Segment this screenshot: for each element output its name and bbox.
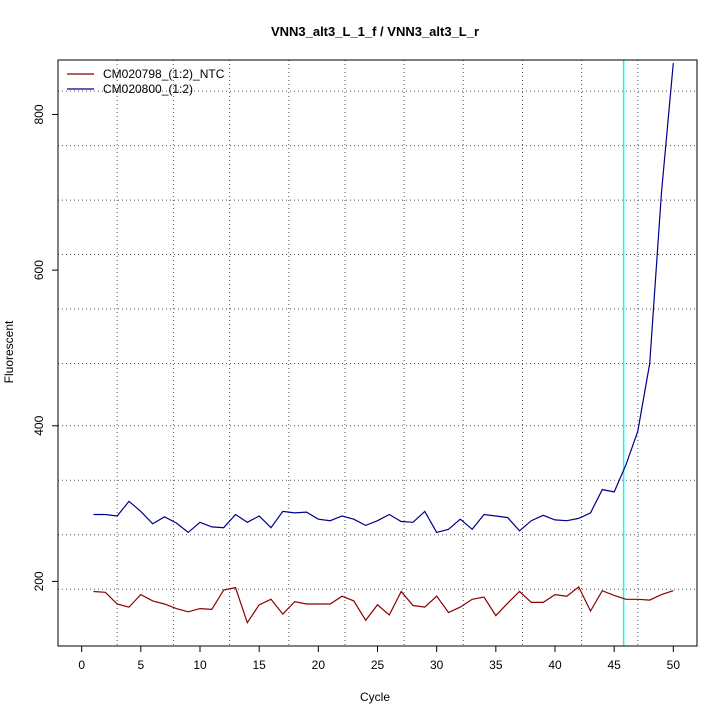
y-tick-label: 800	[32, 104, 46, 124]
series-line	[93, 585, 674, 625]
x-tick-label: 50	[667, 658, 681, 672]
x-tick-label: 30	[430, 658, 444, 672]
chart-title: VNN3_alt3_L_1_f / VNN3_alt3_L_r	[271, 24, 479, 39]
x-tick-label: 5	[137, 658, 144, 672]
y-tick-label: 400	[32, 415, 46, 435]
series-lines	[93, 63, 674, 625]
series-line	[93, 63, 674, 534]
x-tick-label: 15	[252, 658, 266, 672]
x-tick-label: 45	[607, 658, 621, 672]
legend-label: CM020798_(1:2)_NTC	[103, 67, 225, 81]
x-tick-label: 25	[371, 658, 385, 672]
y-axis-label: Fluorescent	[2, 320, 16, 383]
x-tick-label: 10	[193, 658, 207, 672]
x-axis: 0 5 10 15 20 25 30 35 40 45 50	[78, 645, 681, 672]
legend-label: CM020800_(1:2)	[103, 82, 193, 96]
grid-lines	[58, 60, 697, 646]
x-tick-label: 40	[548, 658, 562, 672]
y-axis: 200 400 600 800	[32, 104, 59, 591]
x-axis-label: Cycle	[360, 690, 390, 704]
x-tick-label: 20	[312, 658, 326, 672]
x-tick-label: 0	[78, 658, 85, 672]
y-tick-label: 600	[32, 260, 46, 280]
y-tick-label: 200	[32, 571, 46, 591]
x-tick-label: 35	[489, 658, 503, 672]
